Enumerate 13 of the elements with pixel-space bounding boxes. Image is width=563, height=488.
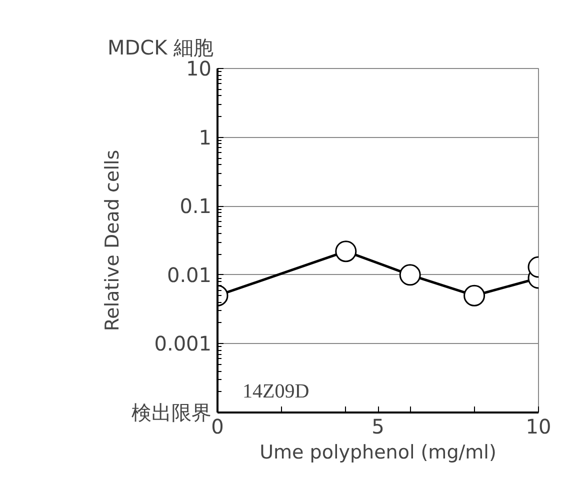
- y-tick-label: 0.001: [154, 332, 212, 356]
- y-tick-label: 10: [186, 56, 212, 80]
- y-tick-label: 0.1: [180, 194, 212, 218]
- annotation: 14Z09D: [242, 380, 310, 402]
- x-tick-label: 10: [526, 414, 552, 438]
- chart-title: MDCK 細胞: [108, 36, 214, 60]
- y-tick-label: 検出限界: [132, 400, 212, 424]
- y-tick-label: 1: [198, 125, 212, 150]
- y-axis-title: Relative Dead cells: [102, 150, 124, 332]
- x-tick-label: 0: [211, 414, 224, 438]
- x-axis-title: Ume polyphenol (mg/ml): [260, 442, 496, 464]
- x-tick-label: 5: [372, 414, 384, 438]
- y-tick-label: 0.01: [166, 262, 212, 287]
